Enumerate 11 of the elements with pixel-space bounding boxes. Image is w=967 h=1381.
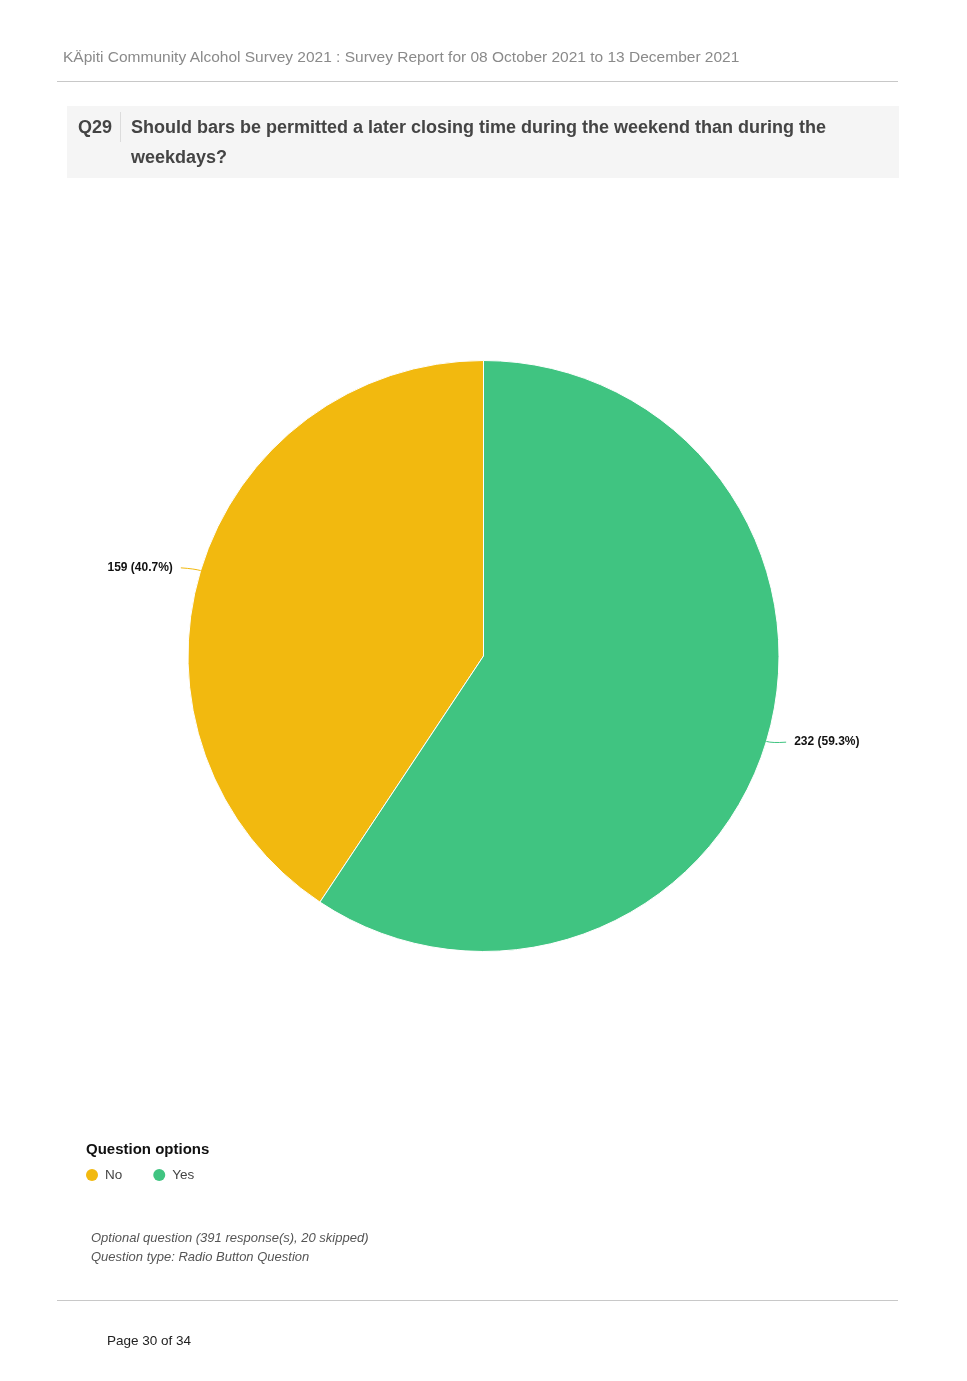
- chart-title: Should bars be permitted a later closing time during the weekend than during the weekdays?: [131, 116, 828, 169]
- text: Q29: [78, 112, 122, 142]
- legend-label: No: [105, 1166, 123, 1182]
- data-label: 159 (40.7%): [107, 560, 173, 575]
- text: Page 30 of 34: [107, 1333, 192, 1348]
- text: Optional question (391 response(s), 20 skipped): [91, 1230, 369, 1245]
- text: KÄpiti Community Alcohol Survey 2021 : Survey Report for 08 October 2021 to 13 December 2021: [63, 48, 740, 66]
- legend-title: Question options: [86, 1140, 210, 1158]
- legend-label: Yes: [172, 1166, 195, 1182]
- text: Question type: Radio Button Question: [91, 1249, 310, 1264]
- data-label: 232 (59.3%): [794, 734, 860, 749]
